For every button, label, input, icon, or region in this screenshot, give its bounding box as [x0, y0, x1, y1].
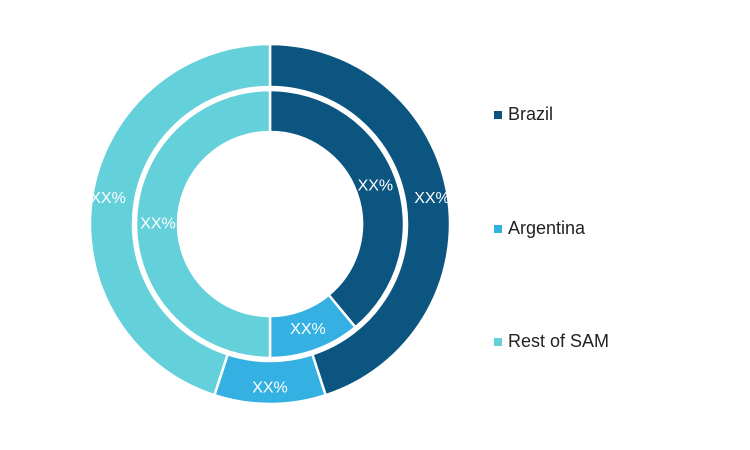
legend-swatch-rest-of-sam [494, 337, 502, 346]
legend-swatch-brazil [494, 110, 502, 119]
slice-outer-rest-of-sam [88, 42, 272, 397]
legend-item-rest-of-sam: Rest of SAM [494, 331, 609, 352]
legend-item-brazil: Brazil [494, 104, 553, 125]
legend-label-argentina: Argentina [508, 218, 586, 238]
slice-label-inner-argentina: XX% [290, 321, 326, 338]
slice-inner-rest-of-sam [134, 88, 272, 360]
slice-label-inner-rest-of-sam: XX% [140, 216, 176, 233]
legend-item-argentina: Argentina [494, 218, 585, 239]
slice-outer-brazil [268, 42, 452, 397]
legend-swatch-argentina [494, 224, 502, 233]
legend-label-rest-of-sam: Rest of SAM [508, 331, 610, 351]
slice-label-inner-brazil: XX% [358, 178, 394, 195]
slice-label-outer-rest-of-sam: XX% [90, 190, 126, 207]
slice-label-outer-brazil: XX% [414, 190, 450, 207]
slice-inner-brazil [268, 88, 406, 330]
legend-label-brazil: Brazil [508, 104, 554, 124]
slice-label-outer-argentina: XX% [252, 380, 288, 397]
chart-rings [88, 42, 452, 406]
chart-labels: XX% XX% XX% XX% XX% XX% [90, 178, 450, 397]
